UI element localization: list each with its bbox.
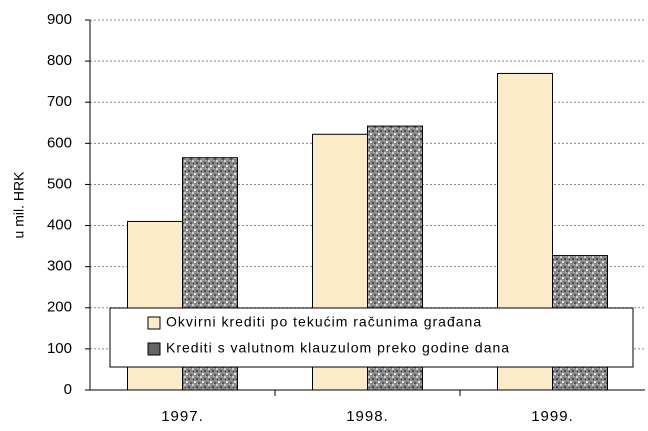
y-tick-label: 200: [47, 299, 72, 316]
y-tick-label: 300: [47, 258, 72, 275]
y-tick-label: 800: [47, 52, 72, 69]
y-tick-label: 0: [64, 381, 72, 398]
y-tick-label: 400: [47, 217, 72, 234]
legend-label: Krediti s valutnom klauzulom preko godin…: [166, 340, 510, 356]
y-tick-label: 500: [47, 175, 72, 192]
y-tick-label: 900: [47, 11, 72, 28]
legend-box: [109, 307, 634, 368]
y-axis-label: u mil. HRK: [11, 171, 27, 239]
y-tick-label: 100: [47, 340, 72, 357]
legend-label: Okvirni krediti po tekućim računima građ…: [166, 314, 482, 330]
x-tick-label: 1997.: [161, 408, 204, 425]
legend-swatch: [147, 316, 161, 330]
legend: Okvirni krediti po tekućim računima građ…: [109, 307, 634, 368]
x-tick-label: 1998.: [346, 408, 389, 425]
y-tick-label: 600: [47, 134, 72, 151]
x-tick-label: 1999.: [531, 408, 574, 425]
y-tick-label: 700: [47, 93, 72, 110]
legend-swatch: [147, 342, 161, 356]
